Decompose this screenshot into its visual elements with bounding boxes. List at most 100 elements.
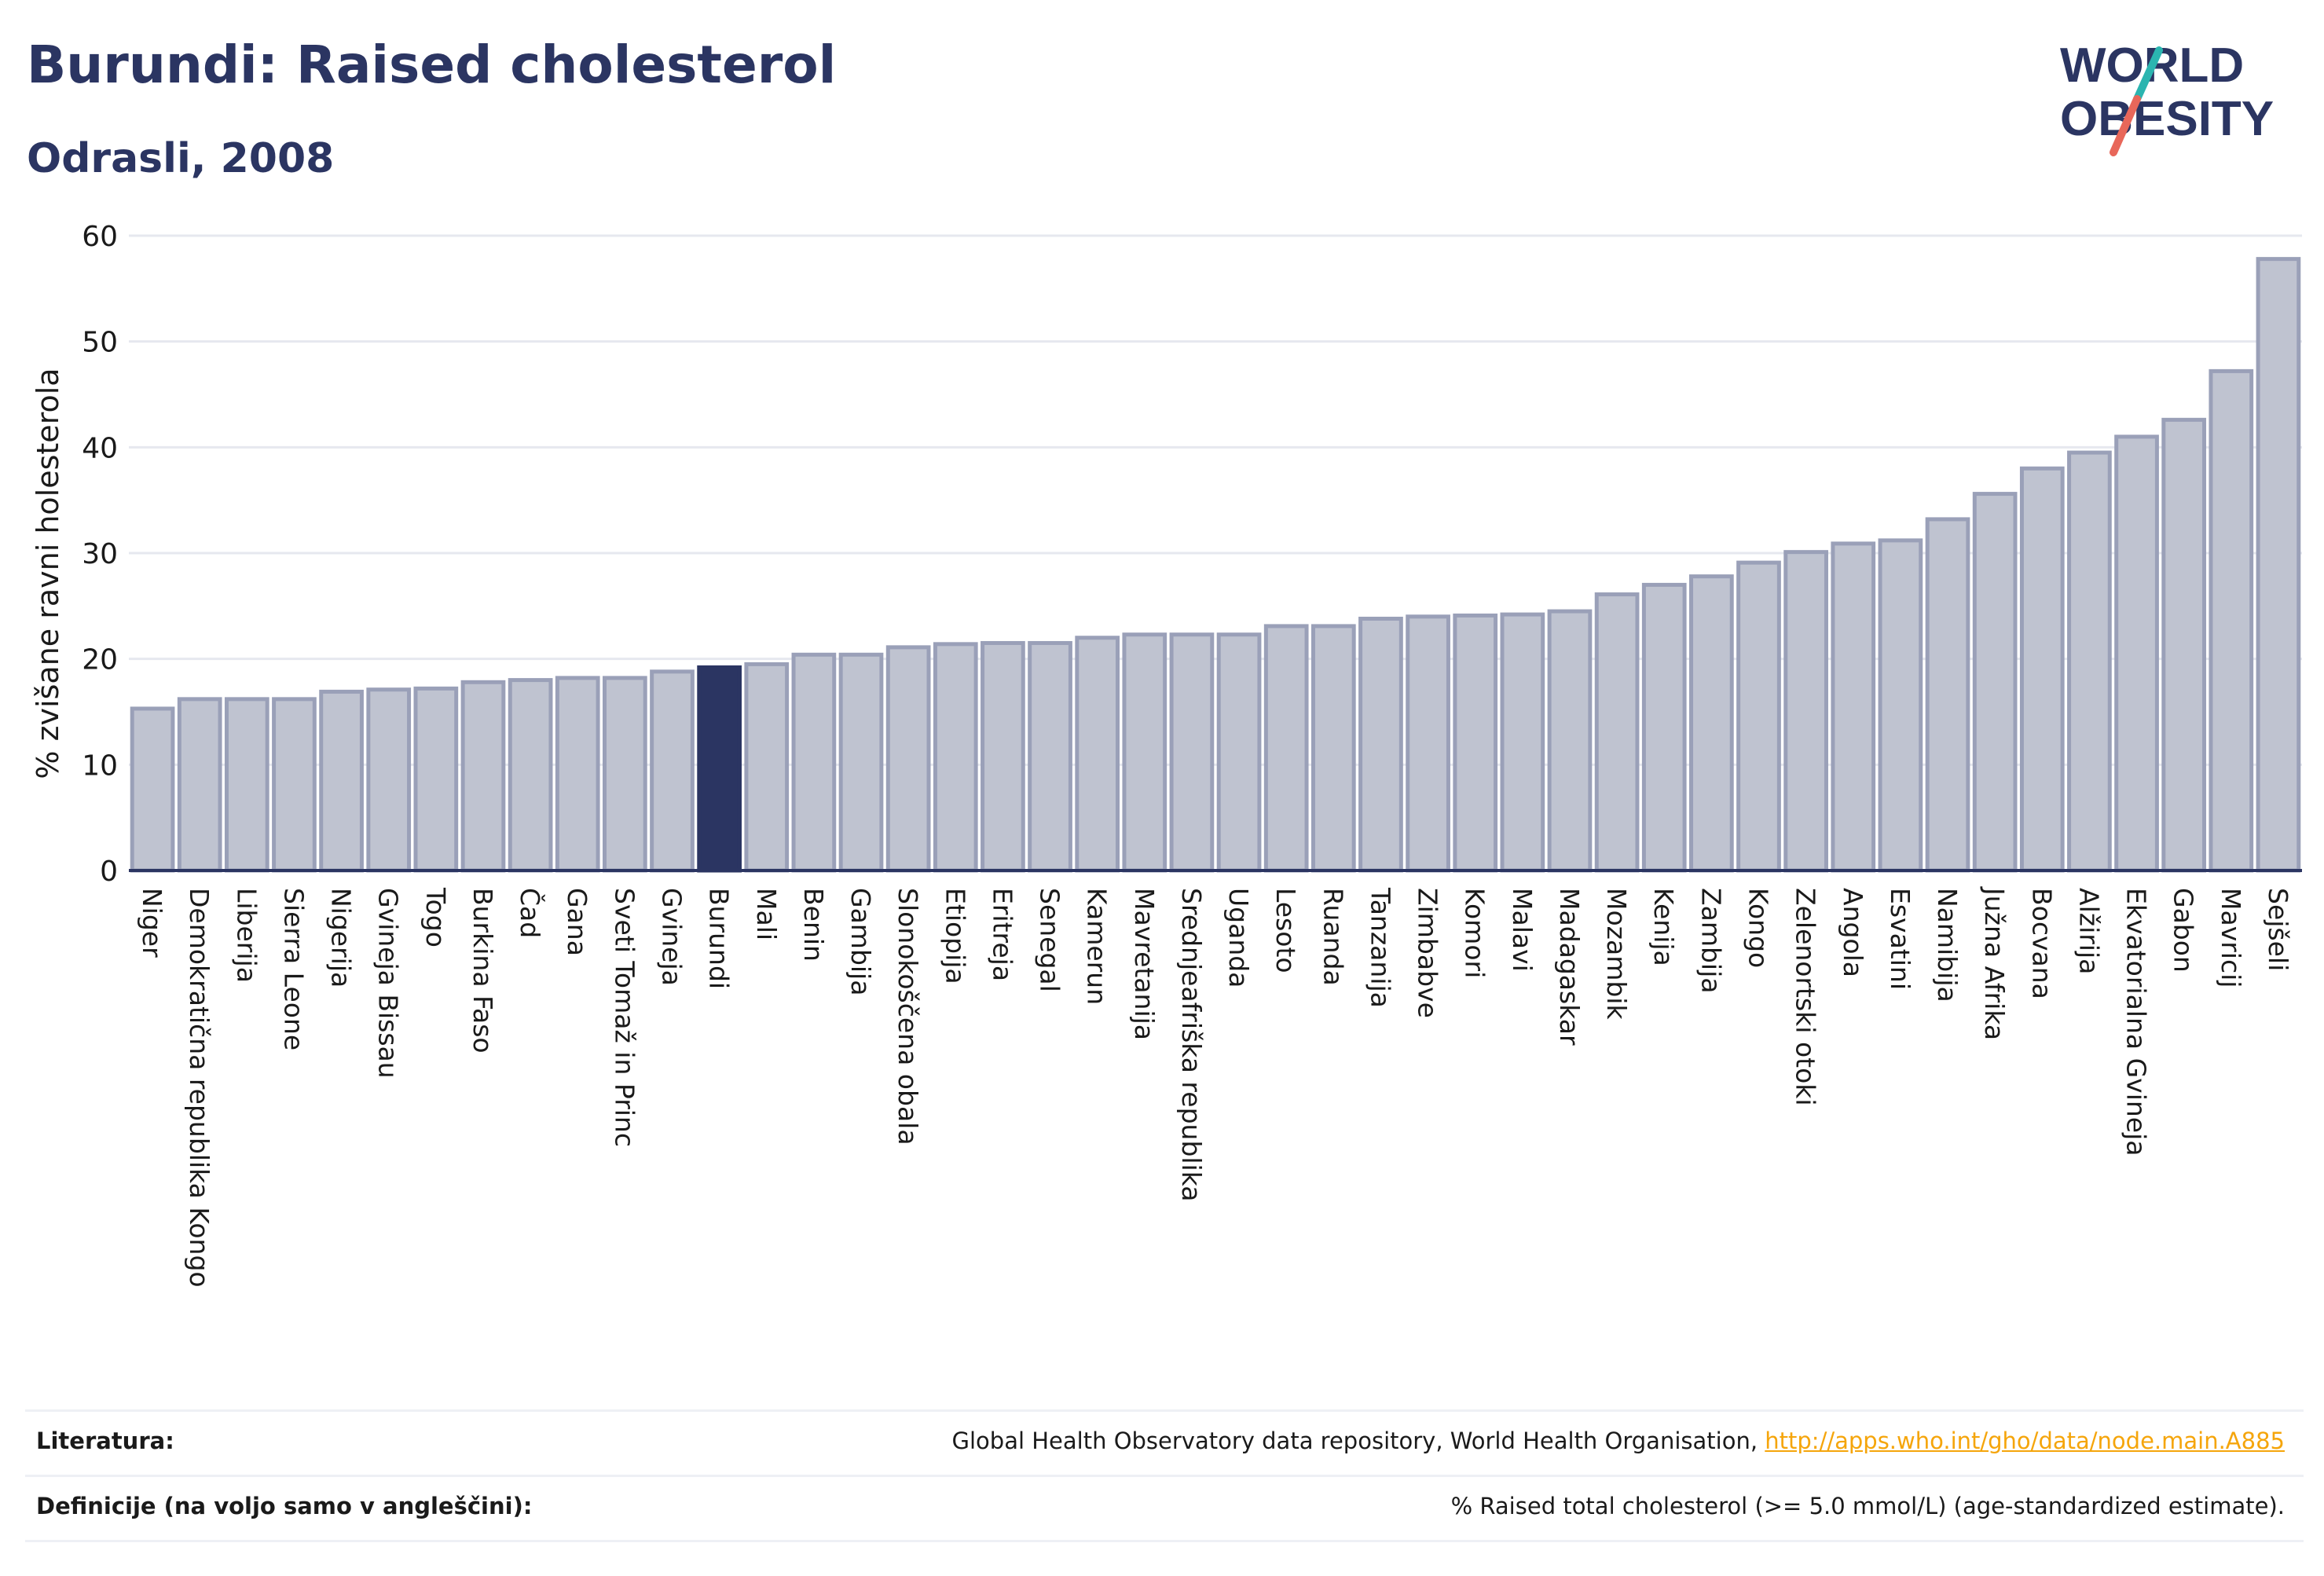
bar bbox=[1689, 574, 1734, 873]
logo-slash-coral bbox=[2110, 95, 2141, 156]
sources-value: Global Health Observatory data repositor… bbox=[952, 1428, 2285, 1454]
bars bbox=[130, 257, 2301, 873]
logo-slash-teal bbox=[2133, 46, 2163, 103]
y-tick-label: 20 bbox=[82, 644, 118, 676]
bar bbox=[1878, 538, 1923, 873]
x-tick-label: Mavretanija bbox=[1129, 888, 1160, 1040]
x-tick-label: Mali bbox=[751, 888, 782, 940]
x-tick-label: Mavricij bbox=[2216, 888, 2246, 988]
x-tick-label: Ruanda bbox=[1318, 888, 1348, 986]
logo-line-2: OBESITY bbox=[2060, 92, 2274, 146]
bar bbox=[791, 652, 837, 873]
bar bbox=[2256, 257, 2301, 873]
bar bbox=[1972, 492, 2018, 873]
bar bbox=[1169, 632, 1215, 873]
bar bbox=[1547, 609, 1593, 873]
bar bbox=[744, 662, 790, 873]
x-tick-label: Srednjeafriška republika bbox=[1176, 888, 1207, 1201]
x-tick-label: Nigerija bbox=[326, 888, 357, 988]
x-tick-label: Kamerun bbox=[1082, 888, 1113, 1005]
bar bbox=[460, 680, 506, 873]
bar bbox=[933, 642, 978, 873]
x-tick-label: Gana bbox=[562, 888, 592, 956]
bar bbox=[366, 687, 412, 873]
definitions-label: Definicije (na voljo samo v angleščini): bbox=[36, 1493, 533, 1519]
y-tick-label: 0 bbox=[100, 856, 118, 888]
y-tick-label: 50 bbox=[82, 327, 118, 359]
bar bbox=[1783, 550, 1828, 873]
x-tick-label: Kenija bbox=[1648, 888, 1679, 966]
x-tick-label: Eritreja bbox=[987, 888, 1017, 981]
y-tick-label: 10 bbox=[82, 750, 118, 782]
bar bbox=[319, 689, 364, 873]
bar bbox=[413, 686, 459, 873]
x-tick-label: Gabon bbox=[2168, 888, 2199, 973]
bar-highlighted bbox=[697, 665, 742, 873]
x-tick-label: Sejšeli bbox=[2263, 888, 2293, 971]
footer-sources-row: Literatura: Global Health Observatory da… bbox=[25, 1409, 2304, 1475]
bar bbox=[1736, 560, 1781, 873]
sources-label: Literatura: bbox=[36, 1428, 174, 1454]
footer: Literatura: Global Health Observatory da… bbox=[25, 1409, 2304, 1542]
x-tick-label: Južna Afrika bbox=[1979, 886, 2010, 1040]
bar bbox=[2161, 417, 2207, 873]
x-tick-label: Sierra Leone bbox=[278, 888, 309, 1050]
x-tick-label: Komori bbox=[1460, 888, 1490, 978]
x-tick-label: Gvineja Bissau bbox=[373, 888, 404, 1079]
x-tick-label: Gambija bbox=[845, 888, 876, 995]
bar bbox=[1358, 616, 1403, 873]
bar bbox=[1453, 613, 1498, 873]
x-tick-label: Mozambik bbox=[1601, 888, 1632, 1020]
x-tick-label: Ekvatorialna Gvineja bbox=[2121, 888, 2152, 1156]
y-tick-label: 60 bbox=[82, 221, 118, 253]
bar bbox=[2114, 434, 2159, 873]
x-tick-label: Namibija bbox=[1932, 888, 1963, 1002]
x-tick-label: Tanzanija bbox=[1365, 887, 1395, 1008]
bar bbox=[1594, 592, 1640, 873]
bar-chart: 0 10 20 30 40 50 60 Niger Demokratična republik… bbox=[31, 221, 2302, 1288]
x-tick-label: Liberija bbox=[231, 888, 262, 983]
x-tick-label: Etiopija bbox=[940, 888, 970, 984]
x-tick-label: Bocvana bbox=[2026, 888, 2057, 999]
bar bbox=[885, 645, 931, 873]
bar bbox=[1641, 582, 1687, 873]
bar bbox=[838, 652, 884, 873]
chart-subtitle: Odrasli, 2008 bbox=[27, 135, 335, 182]
x-tick-label: Esvatini bbox=[1885, 888, 1915, 990]
bar bbox=[1925, 517, 1970, 873]
x-tick-label: Burundi bbox=[704, 888, 735, 989]
x-tick-label: Angola bbox=[1838, 888, 1868, 977]
x-tick-label: Uganda bbox=[1223, 888, 1254, 988]
x-tick-label: Gvineja bbox=[657, 888, 687, 986]
bar bbox=[981, 640, 1025, 873]
bar bbox=[650, 669, 695, 873]
bar bbox=[1310, 624, 1356, 873]
y-axis-ticks: 0 10 20 30 40 50 60 bbox=[82, 221, 118, 888]
sources-text: Global Health Observatory data repositor… bbox=[951, 1428, 1765, 1454]
y-tick-label: 30 bbox=[82, 538, 118, 570]
definitions-value: % Raised total cholesterol (>= 5.0 mmol/… bbox=[1450, 1493, 2285, 1519]
bar bbox=[555, 676, 600, 873]
sources-link[interactable]: http://apps.who.int/gho/data/node.main.A… bbox=[1765, 1428, 2285, 1454]
x-tick-label: Demokratična republika Kongo bbox=[184, 888, 214, 1288]
bar bbox=[2209, 368, 2254, 873]
bar bbox=[603, 676, 647, 873]
bar bbox=[1122, 632, 1167, 873]
chart-title: Burundi: Raised cholesterol bbox=[27, 35, 837, 95]
x-tick-label: Sveti Tomaž in Princ bbox=[609, 888, 640, 1147]
bar bbox=[2019, 466, 2065, 873]
x-tick-label: Zambija bbox=[1695, 888, 1726, 993]
y-axis-label: % zvišane ravni holesterola bbox=[31, 368, 65, 779]
bar bbox=[224, 697, 269, 873]
x-axis-labels: Niger Demokratična republika Kongo Liberij… bbox=[137, 886, 2293, 1288]
world-obesity-logo: WORLD OBESITY bbox=[2060, 38, 2274, 156]
footer-definitions-row: Definicije (na voljo samo v angleščini):… bbox=[25, 1475, 2304, 1542]
bar bbox=[1500, 612, 1545, 873]
bar bbox=[508, 678, 553, 873]
x-tick-label: Zimbabve bbox=[1413, 888, 1443, 1018]
bar bbox=[272, 697, 317, 873]
bar bbox=[1406, 614, 1450, 873]
bar bbox=[2067, 450, 2112, 873]
x-tick-label: Burkina Faso bbox=[467, 888, 498, 1054]
x-tick-label: Niger bbox=[137, 888, 167, 958]
